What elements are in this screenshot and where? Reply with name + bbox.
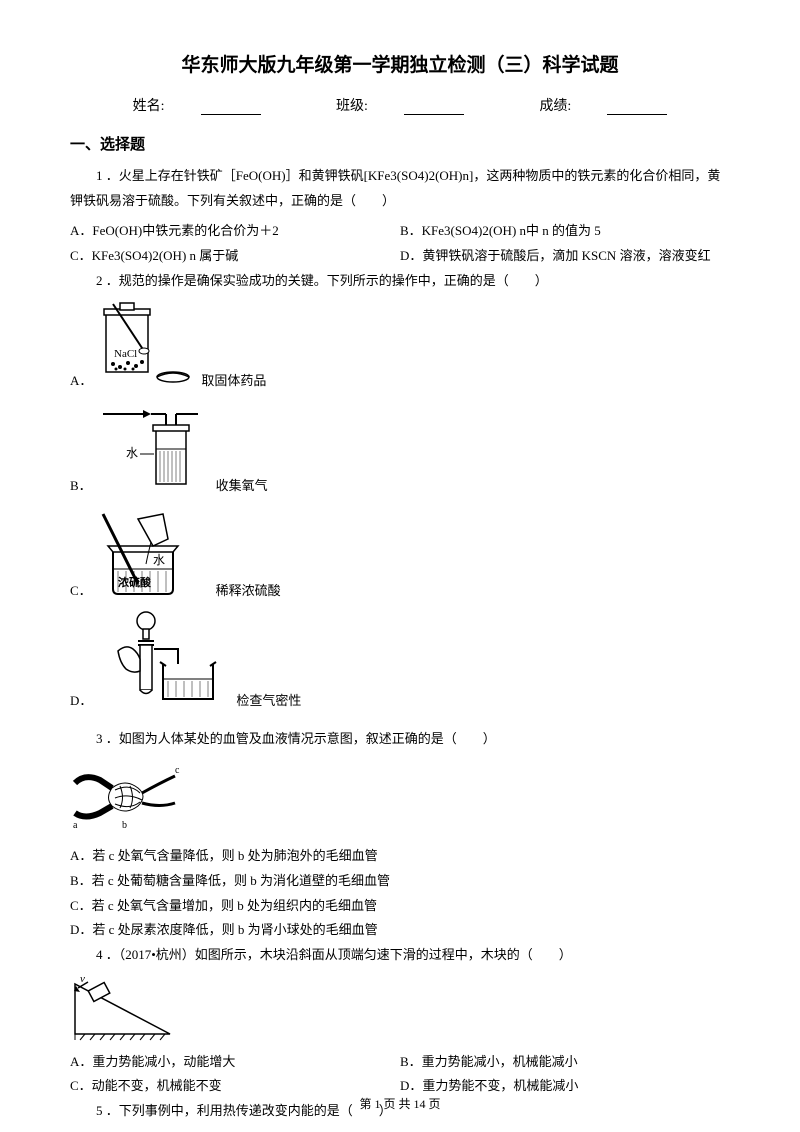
name-label: 姓名: [133, 99, 165, 114]
q2-a-letter: A． [70, 370, 92, 389]
q2-d-caption: 检查气密性 [236, 690, 301, 709]
name-blank [201, 101, 261, 115]
q3-c: C．若 c 处氧气含量增加，则 b 处为组织内的毛细血管 [70, 894, 730, 919]
q4-b: B．重力势能减小，机械能减小 [400, 1050, 730, 1075]
score-label: 成绩: [539, 99, 571, 114]
svg-text:浓硫酸: 浓硫酸 [118, 575, 152, 589]
q2-b-figure: 水 [98, 399, 208, 494]
q3-d: D．若 c 处尿素浓度降低，则 b 为肾小球处的毛细血管 [70, 918, 730, 943]
q3-b: B．若 c 处葡萄糖含量降低，则 b 为消化道壁的毛细血管 [70, 869, 730, 894]
q1-b: B．KFe3(SO4)2(OH) n中 n 的值为 5 [400, 219, 730, 244]
svg-text:水: 水 [126, 446, 138, 460]
q4-a: A．重力势能减小，动能增大 [70, 1050, 400, 1075]
svg-text:NaCl: NaCl [114, 348, 137, 360]
q2-a-figure: NaCl [98, 299, 193, 389]
q2-options: A． NaCl 取固体药品 B． [70, 299, 730, 719]
q2-c-caption: 稀释浓硫酸 [216, 580, 281, 599]
section-header: 一、选择题 [70, 133, 730, 154]
q4-figure: v [70, 974, 730, 1044]
q1-d: D．黄钾铁矾溶于硫酸后，滴加 KSCN 溶液，溶液变红 [400, 244, 730, 269]
q3-a: A．若 c 处氧气含量降低，则 b 处为肺泡外的毛细血管 [70, 844, 730, 869]
q1-c: C．KFe3(SO4)2(OH) n 属于碱 [70, 244, 400, 269]
q3-figure: a b c [70, 758, 730, 838]
q4-options: A．重力势能减小，动能增大 B．重力势能减小，机械能减小 C．动能不变，机械能不… [70, 1050, 730, 1099]
q2-c-figure: 水 浓硫酸 [98, 504, 208, 599]
svg-text:a: a [73, 820, 78, 831]
q3-options: A．若 c 处氧气含量降低，则 b 处为肺泡外的毛细血管 B．若 c 处葡萄糖含… [70, 844, 730, 943]
q1-a: A．FeO(OH)中铁元素的化合价为＋2 [70, 219, 400, 244]
q4-text: 4 ．（2017•杭州）如图所示，木块沿斜面从顶端匀速下滑的过程中，木块的（ ） [70, 943, 730, 968]
svg-text:v: v [80, 974, 85, 985]
q1-text: 1 ．火星上存在针铁矿［FeO(OH)］和黄钾铁矾[KFe3(SO4)2(OH)… [70, 164, 730, 213]
page-title: 华东师大版九年级第一学期独立检测（三）科学试题 [70, 50, 730, 77]
q3-text: 3 ．如图为人体某处的血管及血液情况示意图，叙述正确的是（ ） [70, 727, 730, 752]
q2-b-caption: 收集氧气 [216, 475, 268, 494]
q2-d-figure [98, 609, 228, 709]
score-blank [607, 101, 667, 115]
q2-d-letter: D． [70, 690, 92, 709]
svg-text:水: 水 [153, 553, 165, 567]
svg-text:b: b [122, 820, 127, 831]
class-blank [404, 101, 464, 115]
q2-text: 2 ．规范的操作是确保实验成功的关键。下列所示的操作中，正确的是（ ） [70, 269, 730, 294]
q1-options: A．FeO(OH)中铁元素的化合价为＋2 B．KFe3(SO4)2(OH) n中… [70, 219, 730, 268]
class-label: 班级: [336, 99, 368, 114]
svg-text:c: c [175, 765, 180, 776]
info-line: 姓名: 班级: 成绩: [70, 95, 730, 115]
q2-b-letter: B． [70, 475, 92, 494]
page-footer: 第 1 页 共 14 页 [0, 1095, 800, 1112]
q2-a-caption: 取固体药品 [201, 370, 266, 389]
q2-c-letter: C． [70, 580, 92, 599]
